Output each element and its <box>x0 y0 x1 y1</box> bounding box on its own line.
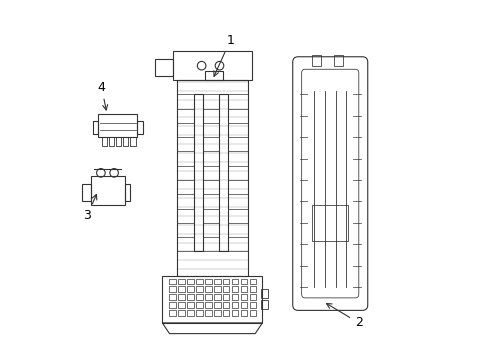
Bar <box>231 294 238 300</box>
Bar <box>178 279 184 284</box>
Text: 1: 1 <box>213 34 234 76</box>
Text: 3: 3 <box>83 194 97 222</box>
Bar <box>196 287 203 292</box>
Bar <box>249 294 256 300</box>
Bar <box>223 287 229 292</box>
Bar <box>223 310 229 316</box>
Bar <box>223 279 229 284</box>
Bar <box>241 287 247 292</box>
Bar <box>205 71 223 80</box>
Bar <box>116 137 121 146</box>
Bar <box>187 294 193 300</box>
Bar <box>241 294 247 300</box>
Text: 4: 4 <box>98 81 107 110</box>
Bar <box>187 302 193 308</box>
Bar <box>178 287 184 292</box>
Bar <box>241 302 247 308</box>
Bar <box>169 302 176 308</box>
Bar <box>205 310 211 316</box>
Bar <box>260 289 267 298</box>
Bar <box>249 279 256 284</box>
Bar <box>102 137 107 146</box>
Bar <box>178 294 184 300</box>
Bar <box>241 310 247 316</box>
Bar <box>214 287 220 292</box>
Bar <box>169 294 176 300</box>
Bar <box>196 294 203 300</box>
Bar <box>214 279 220 284</box>
Bar <box>123 137 128 146</box>
Bar <box>231 287 238 292</box>
Bar <box>98 114 137 137</box>
Text: 2: 2 <box>326 303 362 329</box>
Bar <box>219 94 228 251</box>
Bar <box>169 279 176 284</box>
Bar <box>312 55 321 66</box>
Bar <box>187 287 193 292</box>
Bar <box>137 121 142 134</box>
Bar <box>169 287 176 292</box>
Bar <box>91 176 124 205</box>
Bar <box>214 294 220 300</box>
Bar <box>196 302 203 308</box>
Bar <box>108 137 114 146</box>
Bar <box>223 294 229 300</box>
Bar <box>214 302 220 308</box>
Bar <box>249 287 256 292</box>
Bar <box>231 279 238 284</box>
Bar <box>169 310 176 316</box>
Bar <box>231 310 238 316</box>
Bar <box>231 302 238 308</box>
Bar <box>205 294 211 300</box>
Bar <box>214 310 220 316</box>
Bar <box>82 184 91 202</box>
Bar <box>187 279 193 284</box>
Bar <box>249 302 256 308</box>
Bar <box>196 279 203 284</box>
Bar <box>205 287 211 292</box>
Bar <box>130 137 135 146</box>
Bar <box>196 310 203 316</box>
Bar <box>187 310 193 316</box>
Bar <box>93 121 98 134</box>
Bar <box>333 55 342 66</box>
Bar <box>249 310 256 316</box>
Bar <box>194 94 203 251</box>
Bar <box>241 279 247 284</box>
Bar <box>223 302 229 308</box>
Bar <box>178 310 184 316</box>
Bar <box>124 184 130 202</box>
Bar <box>178 302 184 308</box>
Bar <box>260 300 267 309</box>
Bar <box>205 279 211 284</box>
Bar <box>205 302 211 308</box>
